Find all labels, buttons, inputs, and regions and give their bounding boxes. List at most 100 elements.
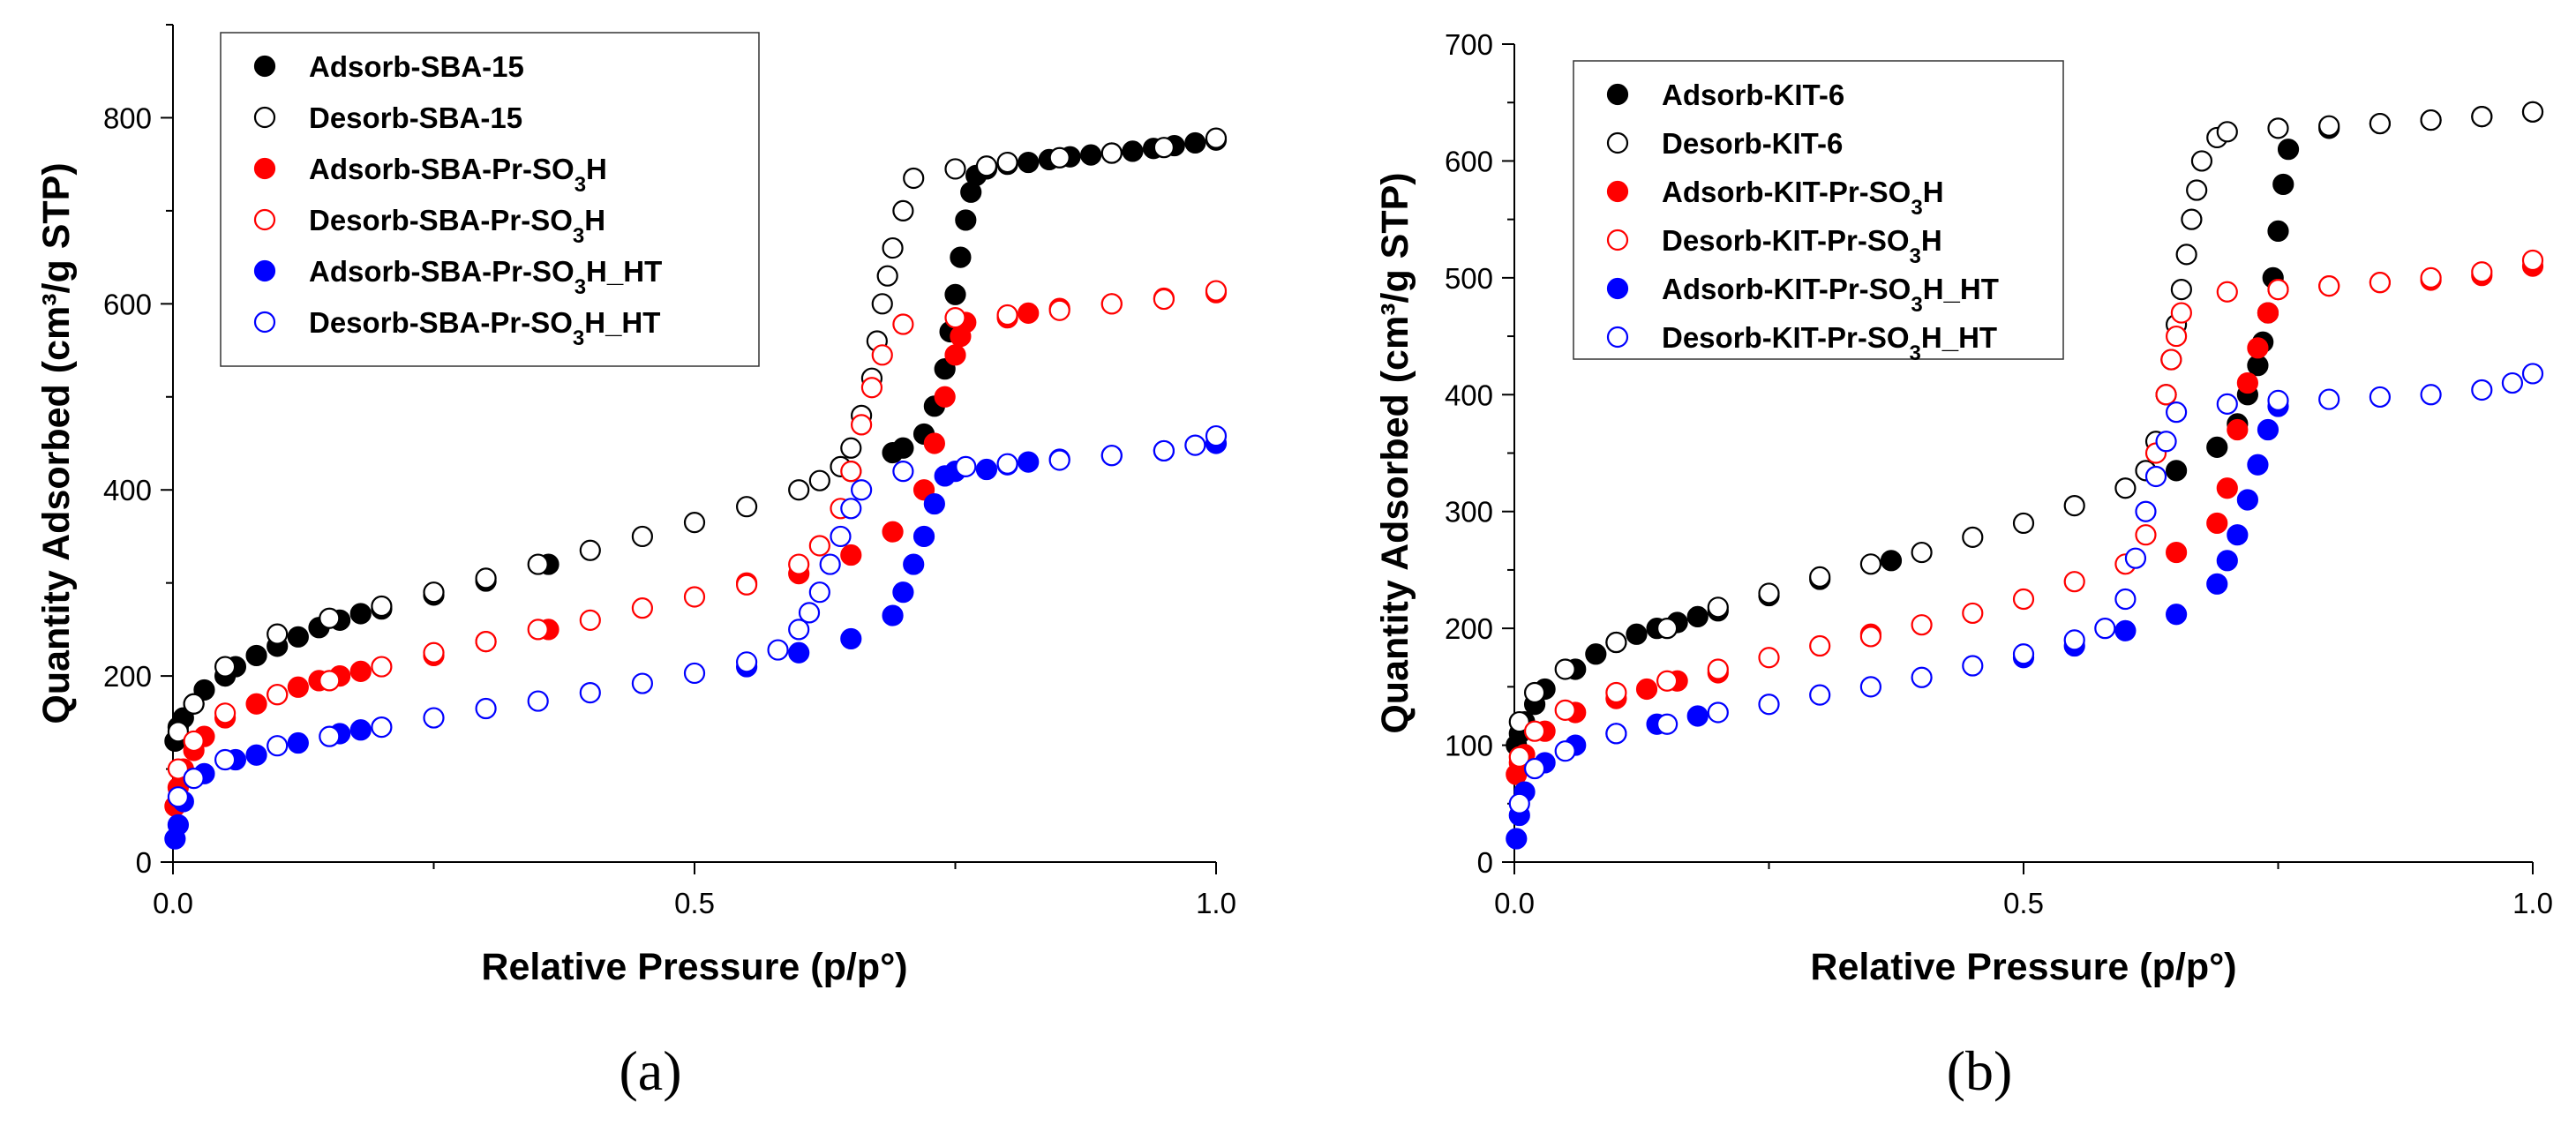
data-point [882, 236, 904, 259]
data-point [579, 539, 601, 561]
legend-marker [253, 311, 276, 334]
data-point [2063, 494, 2085, 517]
data-point [1048, 449, 1070, 471]
data-point [819, 553, 841, 575]
panel-label: (a) [619, 1039, 681, 1102]
data-point [934, 386, 956, 408]
data-point [631, 525, 654, 548]
data-point [1605, 631, 1627, 654]
data-point [2471, 261, 2493, 283]
legend-label: Adsorb-KIT-Pr-SO3H [1662, 176, 1944, 220]
data-point [2257, 418, 2279, 441]
data-point [1184, 434, 1206, 456]
y-tick-label: 200 [103, 660, 152, 693]
data-point [167, 786, 190, 808]
data-point [527, 619, 549, 641]
data-point [1758, 694, 1780, 716]
data-point [2267, 279, 2289, 301]
data-point [1205, 280, 1228, 302]
data-point [245, 644, 267, 667]
data-point [527, 690, 549, 712]
data-point [871, 344, 893, 366]
data-point [1523, 757, 1546, 780]
legend-label: Adsorb-KIT-Pr-SO3H_HT [1662, 273, 1999, 317]
data-point [183, 693, 205, 715]
data-point [167, 758, 190, 780]
y-tick-label: 800 [103, 101, 152, 134]
data-point [1523, 681, 1546, 704]
legend-label: Desorb-KIT-Pr-SO3H [1662, 224, 1942, 268]
data-point [1048, 299, 1070, 321]
data-point [371, 716, 393, 739]
data-point [955, 209, 977, 231]
data-point [2369, 112, 2391, 135]
data-point [2267, 220, 2289, 242]
data-point [788, 553, 810, 575]
data-point [1962, 526, 1984, 548]
data-point [1506, 828, 1528, 850]
data-point [2135, 524, 2157, 546]
data-point [912, 525, 935, 548]
data-point [955, 455, 977, 477]
data-point [2318, 275, 2340, 297]
data-point [349, 660, 372, 682]
data-point [2247, 337, 2269, 359]
data-point [2190, 150, 2213, 172]
data-point [735, 496, 758, 518]
data-point [319, 725, 341, 747]
data-point [183, 767, 205, 790]
data-point [903, 553, 925, 575]
data-point [1635, 678, 1658, 701]
data-point [2166, 541, 2188, 564]
data-point [2170, 279, 2192, 301]
data-point [1656, 713, 1679, 735]
y-tick-label: 600 [1445, 145, 1493, 177]
legend-marker [253, 55, 276, 78]
data-point [788, 479, 810, 501]
data-point [2155, 431, 2177, 453]
y-axis-title: Quantity Adsorbed (cm³/g STP) [1374, 172, 1416, 733]
data-point [1205, 127, 1228, 149]
data-point [2521, 101, 2544, 123]
data-point [2160, 349, 2182, 371]
legend-label: Desorb-SBA-Pr-SO3H [309, 204, 605, 248]
x-tick-label: 1.0 [1196, 887, 1236, 919]
data-point [214, 748, 237, 771]
data-point [183, 730, 205, 753]
data-point [1911, 541, 1933, 564]
data-point [214, 656, 237, 678]
data-point [950, 246, 972, 268]
data-point [2227, 418, 2249, 441]
data-point [2114, 619, 2137, 641]
legend-marker [1606, 326, 1629, 349]
data-point [735, 574, 758, 596]
x-axis-title: Relative Pressure (p/p°) [481, 946, 907, 988]
data-point [1605, 681, 1627, 704]
data-point [683, 662, 706, 685]
x-tick-label: 0.5 [674, 887, 715, 919]
data-point [2257, 302, 2279, 324]
data-point [631, 672, 654, 694]
data-point [2114, 477, 2137, 499]
data-point [214, 702, 237, 724]
data-point [1656, 618, 1679, 640]
data-point [2521, 249, 2544, 272]
data-point [683, 512, 706, 534]
data-point [840, 544, 862, 566]
data-point [1707, 596, 1729, 619]
data-point [319, 670, 341, 692]
data-point [975, 155, 998, 177]
data-point [2012, 643, 2035, 665]
data-point [892, 581, 914, 604]
data-point [1962, 602, 1984, 625]
data-point [2247, 355, 2269, 377]
data-point [2155, 384, 2177, 406]
data-point [2216, 477, 2238, 499]
series-Desorb-KIT-Pr-SO3H [1508, 249, 2544, 768]
data-point [1880, 550, 1903, 572]
data-point [1758, 582, 1780, 604]
data-point [840, 627, 862, 650]
data-point [2272, 173, 2294, 196]
data-point [2181, 208, 2203, 230]
